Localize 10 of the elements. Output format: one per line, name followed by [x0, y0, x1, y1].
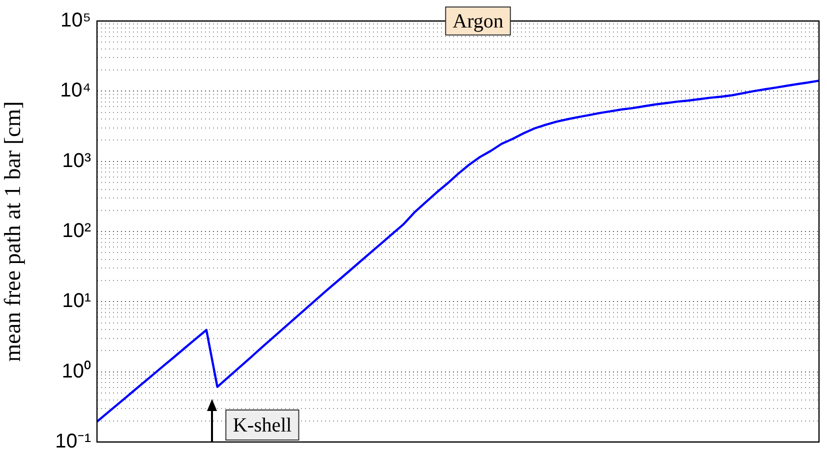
annotation: K-shell	[232, 414, 292, 436]
y-tick-label: 10⁴	[60, 80, 91, 102]
y-tick-label: 10³	[62, 150, 92, 172]
chart-title: Argon	[452, 10, 504, 32]
y-axis-title: mean free path at 1 bar [cm]	[0, 101, 25, 362]
y-tick-label: 10⁰	[62, 359, 91, 382]
y-tick-label: 10⁵	[60, 10, 91, 32]
y-tick-label: 10¹	[62, 290, 92, 312]
y-tick-label: 10²	[62, 220, 92, 242]
y-tick-label: 10⁻¹	[55, 430, 92, 453]
